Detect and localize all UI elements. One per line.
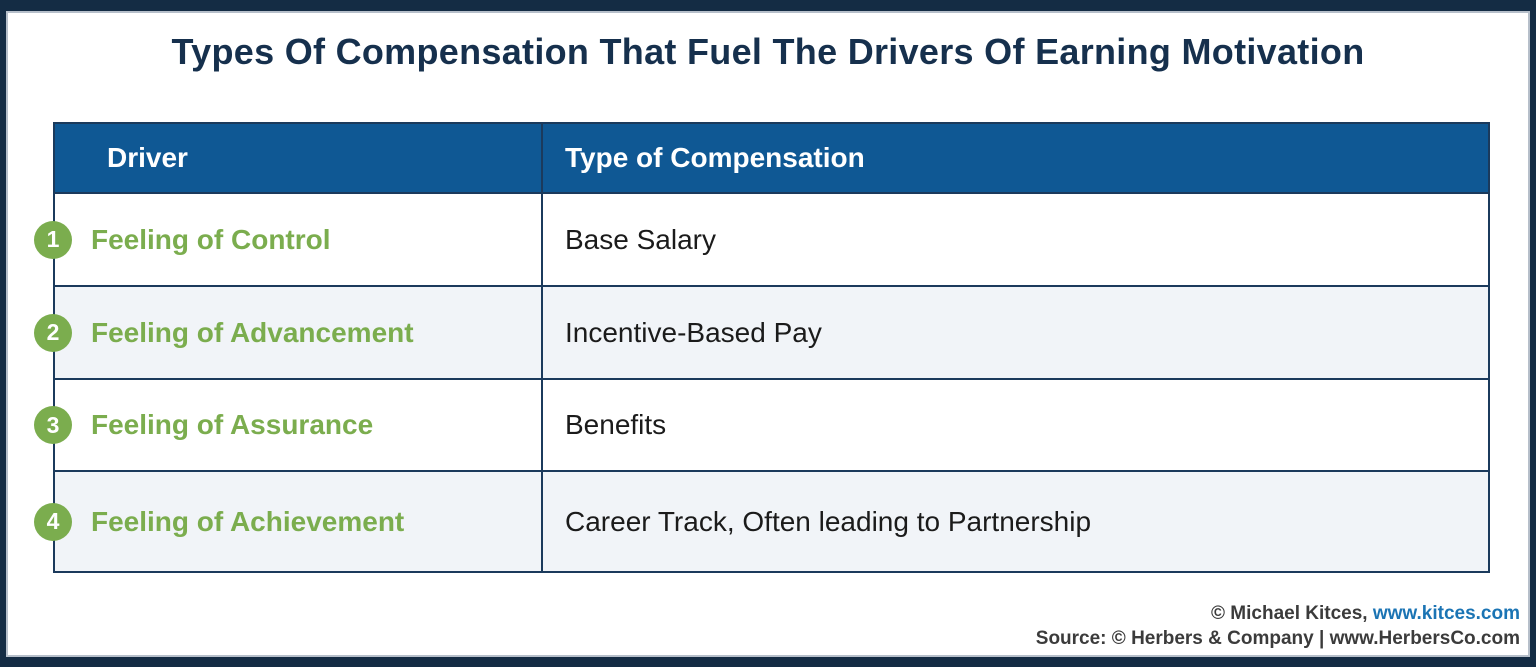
page-title: Types Of Compensation That Fuel The Driv… <box>171 31 1365 72</box>
row-number-badge: 1 <box>34 220 72 259</box>
compensation-value: Incentive-Based Pay <box>565 316 822 348</box>
attribution: © Michael Kitces, www.kitces.com Source:… <box>1036 601 1520 651</box>
driver-label: Feeling of Achievement <box>91 505 405 537</box>
row-number-badge: 2 <box>34 313 72 352</box>
compensation-value: Benefits <box>565 409 667 440</box>
driver-label: Feeling of Assurance <box>91 409 374 440</box>
row-number-badge: 3 <box>34 406 72 444</box>
credit-line: © Michael Kitces, www.kitces.com <box>1036 601 1520 626</box>
row-number-badge: 4 <box>34 502 72 541</box>
driver-label: Feeling of Advancement <box>91 316 414 348</box>
column-header-compensation: Type of Compensation <box>565 142 865 173</box>
kitces-link[interactable]: www.kitces.com <box>1372 603 1520 624</box>
driver-label: Feeling of Control <box>91 223 331 255</box>
compensation-value: Career Track, Often leading to Partnersh… <box>565 505 1092 537</box>
table-row: 1 Feeling of Control Base Salary <box>34 192 1488 285</box>
table-row: 4 Feeling of Achievement Career Track, O… <box>34 470 1488 571</box>
credit-text: © Michael Kitces, <box>1211 603 1373 624</box>
compensation-table: Driver Type of Compensation 1 Feeling of… <box>34 122 1490 573</box>
table-row: 3 Feeling of Assurance Benefits <box>34 378 1488 470</box>
compensation-value: Base Salary <box>565 223 716 255</box>
column-header-driver: Driver <box>55 124 543 192</box>
source-text: Source: © Herbers & Company | www.Herber… <box>1035 628 1520 649</box>
table-header-row: Driver Type of Compensation <box>55 124 1488 192</box>
table-row: 2 Feeling of Advancement Incentive-Based… <box>34 285 1488 378</box>
